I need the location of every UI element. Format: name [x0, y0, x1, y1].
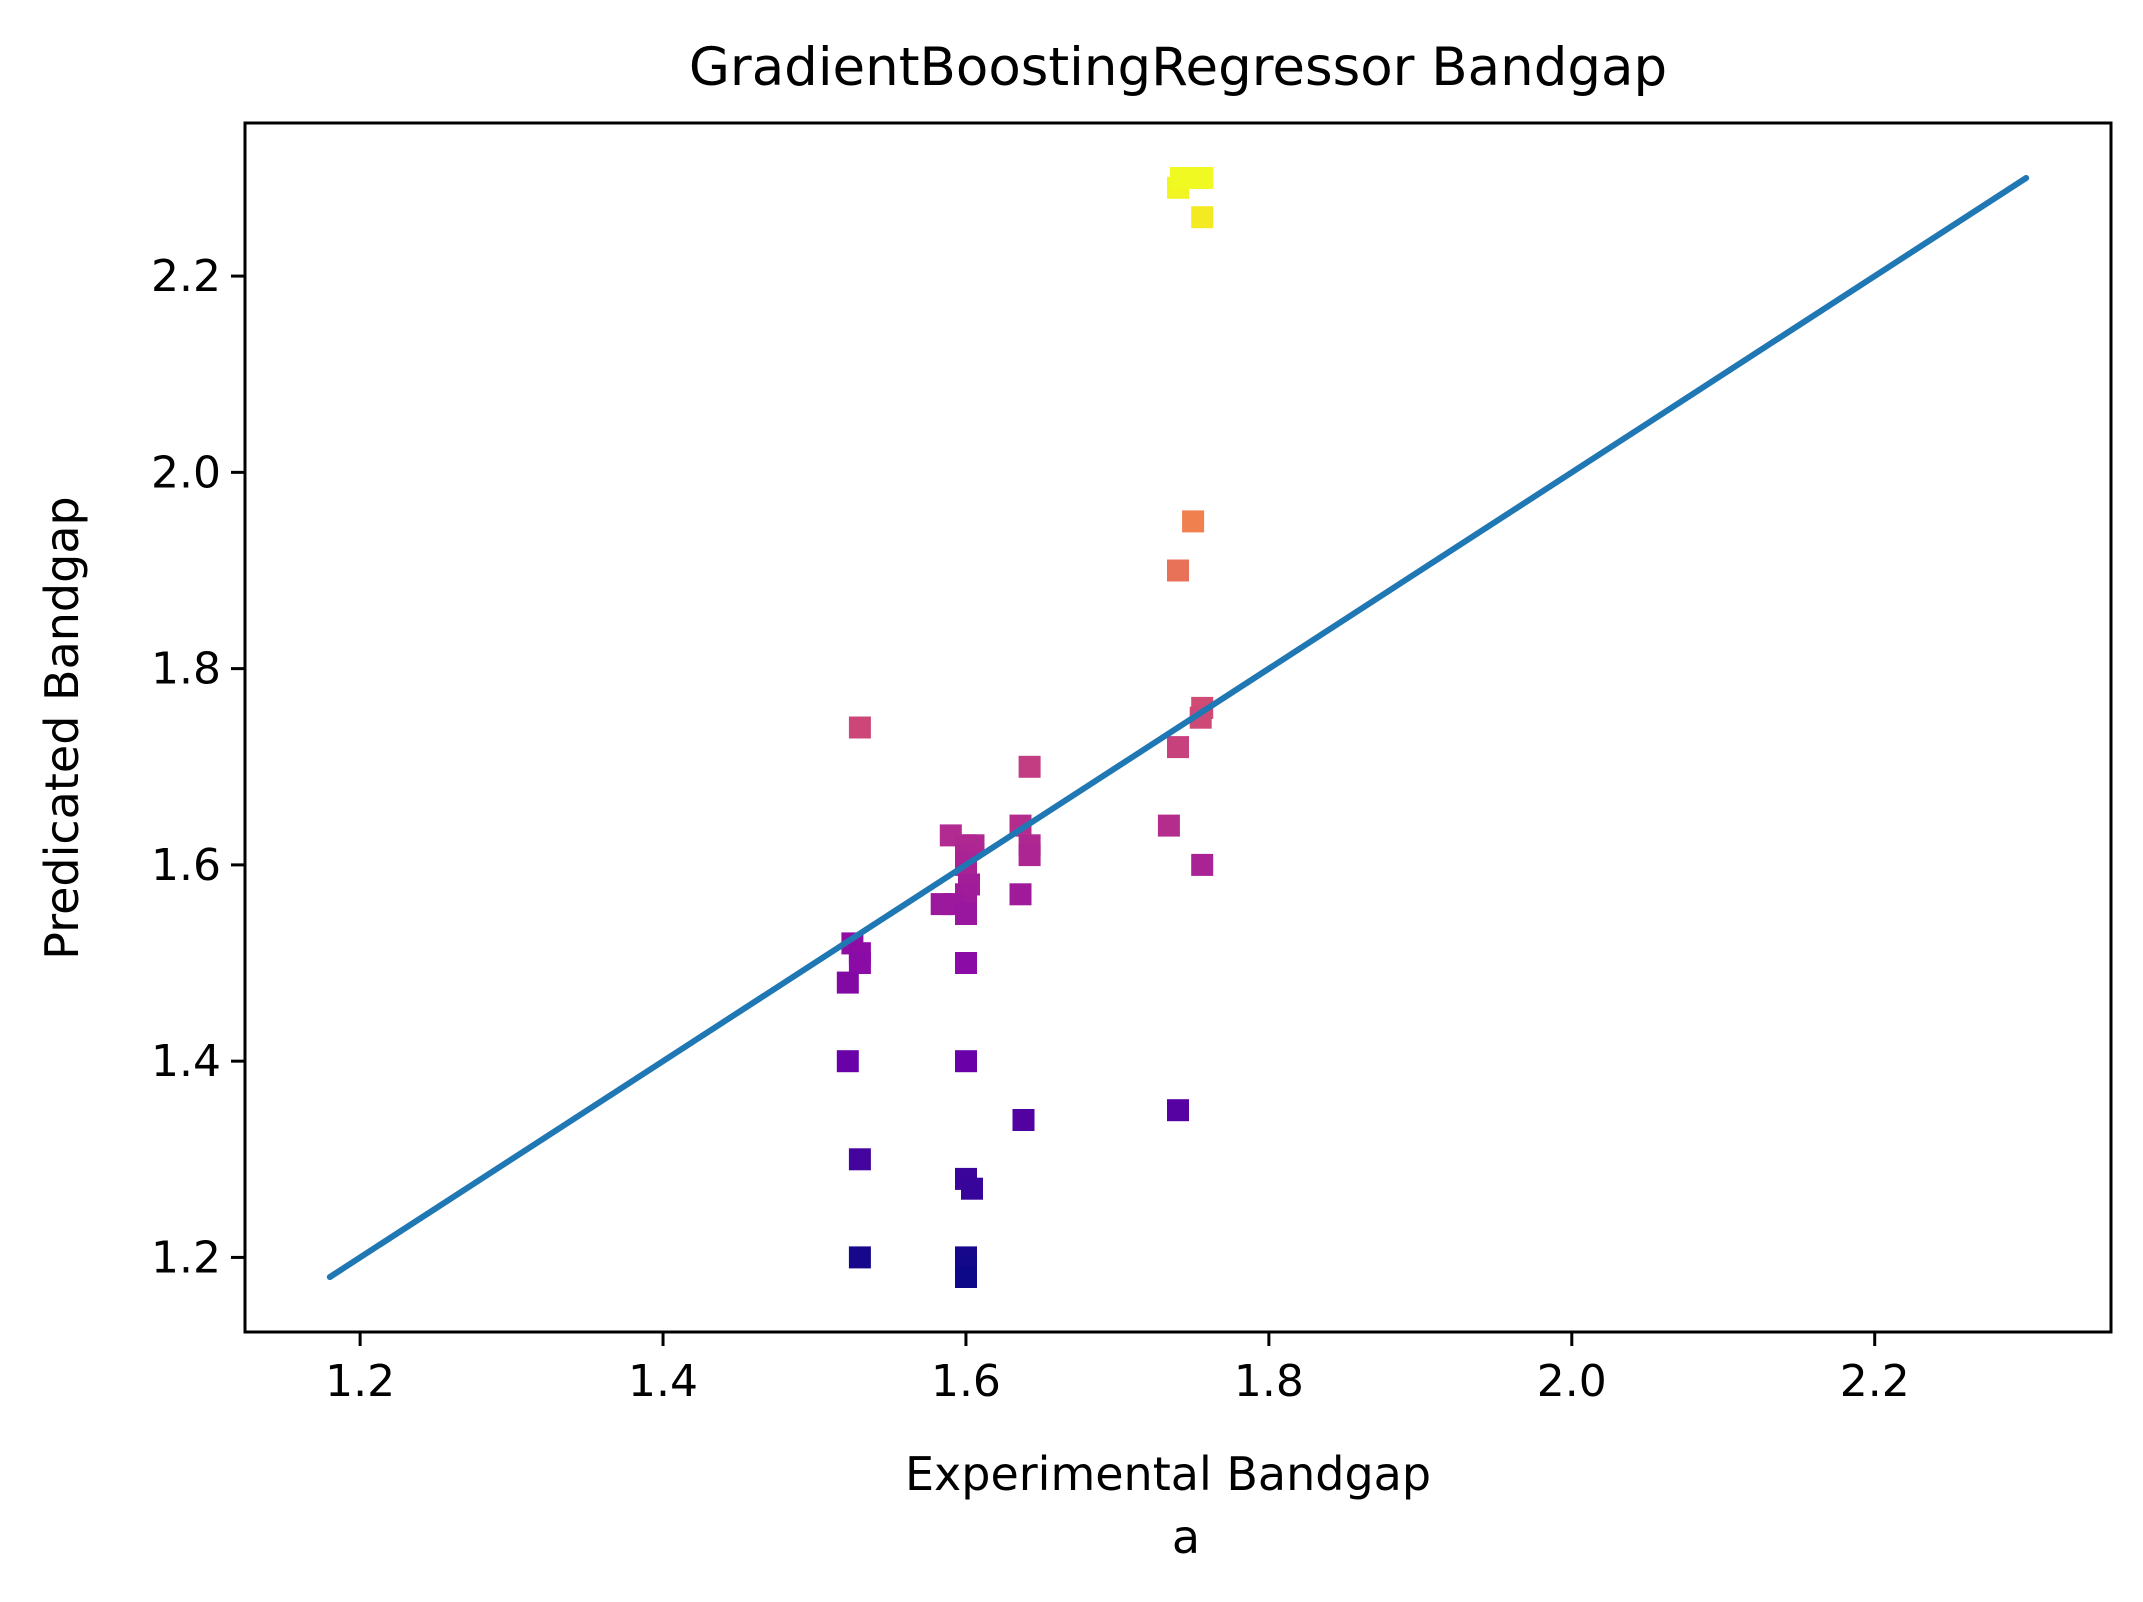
data-point — [1167, 559, 1189, 582]
y-tick-label: 2.2 — [151, 251, 221, 302]
data-point — [1191, 853, 1214, 876]
data-point — [848, 1246, 871, 1269]
chart-title: GradientBoostingRegressor Bandgap — [689, 37, 1667, 98]
data-point — [848, 716, 871, 739]
data-point — [836, 971, 859, 994]
x-tick-label: 2.0 — [1537, 1356, 1607, 1407]
y-axis-ticks: 1.2 1.4 1.6 1.8 2.0 2.2 — [151, 251, 245, 1283]
line-layer — [326, 174, 2030, 1281]
x-axis-sublabel: a — [1172, 1510, 1200, 1564]
x-tick-label: 1.6 — [931, 1356, 1001, 1407]
x-axis-label: Experimental Bandgap — [905, 1447, 1431, 1501]
points-layer — [836, 167, 1214, 1288]
x-tick-label: 1.2 — [325, 1356, 395, 1407]
data-point — [1012, 1109, 1035, 1131]
data-point — [1170, 167, 1192, 189]
data-point — [1018, 755, 1041, 778]
data-point — [1182, 510, 1205, 533]
data-point — [1191, 206, 1214, 229]
x-tick-label: 1.8 — [1234, 1356, 1304, 1407]
y-tick-label: 1.8 — [151, 644, 221, 695]
x-tick-label: 2.2 — [1840, 1356, 1910, 1407]
data-point — [848, 952, 871, 974]
x-tick-label: 1.4 — [628, 1356, 698, 1407]
data-point — [955, 903, 977, 925]
data-point — [848, 1148, 871, 1171]
y-tick-label: 2.0 — [151, 447, 221, 498]
plot-frame — [243, 121, 2113, 1334]
data-point — [836, 1050, 859, 1073]
data-point — [1167, 736, 1189, 759]
data-point — [1191, 167, 1214, 189]
data-point — [955, 1050, 977, 1073]
data-point — [1009, 883, 1032, 906]
x-axis-ticks: 1.2 1.4 1.6 1.8 2.0 2.2 — [325, 1332, 1910, 1407]
data-point — [1018, 844, 1041, 867]
y-axis-label: Predicated Bandgap — [35, 496, 89, 959]
data-point — [955, 1266, 977, 1288]
y-tick-label: 1.4 — [151, 1036, 221, 1087]
y-tick-label: 1.2 — [151, 1232, 221, 1283]
data-point — [955, 952, 977, 974]
data-point — [961, 1177, 983, 1200]
data-point — [1167, 1099, 1189, 1122]
data-point — [1157, 814, 1180, 837]
y-tick-label: 1.6 — [151, 840, 221, 891]
identity-line — [326, 174, 2030, 1281]
